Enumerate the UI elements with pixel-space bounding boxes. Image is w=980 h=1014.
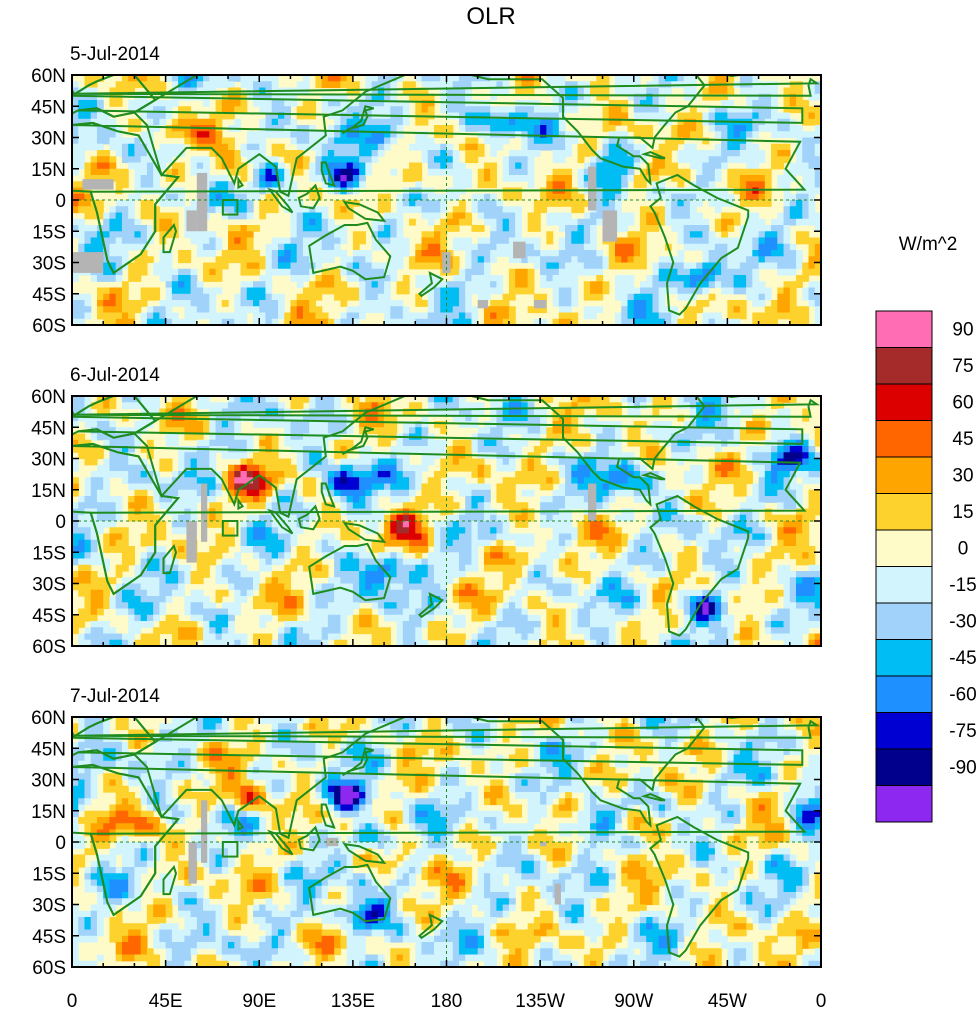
lat-tick-label: 0 xyxy=(55,191,66,212)
lat-tick-label: 15S xyxy=(32,543,66,564)
colorbar-swatch xyxy=(875,566,933,604)
lat-tick-label: 15N xyxy=(31,802,66,823)
lat-tick-label: 30N xyxy=(31,129,66,150)
colorbar: 90 75 60 45 30 15 0 -15 -30 -45 -60 -75 -90 xyxy=(875,310,977,823)
colorbar-level-label: -15 xyxy=(949,575,976,596)
panel-date-2: 6-Jul-2014 xyxy=(70,365,160,386)
lon-tick-label: 135W xyxy=(515,991,565,1012)
lat-tick-label: 30N xyxy=(31,771,66,792)
lat-tick-label: 0 xyxy=(55,833,66,854)
colorbar-swatch xyxy=(875,748,933,786)
lon-tick-label: 45W xyxy=(708,991,747,1012)
colorbar-level-label: -75 xyxy=(949,721,976,742)
colorbar-swatch xyxy=(875,675,933,713)
colorbar-swatch xyxy=(875,529,933,567)
lat-tick-label: 30S xyxy=(32,575,66,596)
lat-tick-label: 60S xyxy=(32,637,66,658)
lat-tick-label: 60S xyxy=(32,958,66,979)
lat-tick-label: 60N xyxy=(31,66,66,87)
olr-field-2 xyxy=(72,396,821,646)
lat-tick-label: 45S xyxy=(32,285,66,306)
colorbar-swatch xyxy=(875,347,933,385)
lat-tick-label: 45N xyxy=(31,97,66,118)
lat-tick-label: 15N xyxy=(31,481,66,502)
colorbar-level-label: -60 xyxy=(949,685,976,706)
colorbar-level-label: -45 xyxy=(949,648,976,669)
lat-tick-label: 60N xyxy=(31,708,66,729)
colorbar-swatch xyxy=(875,456,933,494)
olr-field-3 xyxy=(72,717,821,967)
lon-tick-label: 0 xyxy=(67,991,78,1012)
lon-tick-label: 180 xyxy=(431,991,463,1012)
lat-tick-label: 30S xyxy=(32,254,66,275)
panel-date-1: 5-Jul-2014 xyxy=(70,44,160,65)
colorbar-swatch xyxy=(875,639,933,677)
lon-tick-label: 90E xyxy=(242,991,276,1012)
colorbar-swatch xyxy=(875,785,933,823)
lat-tick-label: 45N xyxy=(31,418,66,439)
units-label: W/m^2 xyxy=(899,234,958,255)
colorbar-swatch xyxy=(875,493,933,531)
lat-tick-label: 45S xyxy=(32,606,66,627)
colorbar-swatch xyxy=(875,712,933,750)
colorbar-level-label: 0 xyxy=(958,539,969,560)
colorbar-level-label: -90 xyxy=(949,758,976,779)
colorbar-swatch xyxy=(875,420,933,458)
olr-field-1 xyxy=(72,75,821,325)
colorbar-level-label: -30 xyxy=(949,612,976,633)
lat-tick-label: 60S xyxy=(32,316,66,337)
lat-tick-label: 0 xyxy=(55,512,66,533)
colorbar-swatch xyxy=(875,310,933,348)
lat-tick-label: 45S xyxy=(32,927,66,948)
lat-tick-label: 15S xyxy=(32,864,66,885)
colorbar-level-label: 60 xyxy=(952,393,973,414)
lon-tick-label: 135E xyxy=(331,991,375,1012)
lon-tick-label: 45E xyxy=(149,991,183,1012)
lon-tick-label: 90W xyxy=(614,991,653,1012)
lon-tick-label: 0 xyxy=(816,991,827,1012)
lat-tick-label: 15N xyxy=(31,160,66,181)
colorbar-level-label: 90 xyxy=(952,320,973,341)
lat-tick-label: 15S xyxy=(32,222,66,243)
colorbar-swatch xyxy=(875,383,933,421)
lat-tick-label: 60N xyxy=(31,387,66,408)
colorbar-level-label: 45 xyxy=(952,429,973,450)
colorbar-level-label: 75 xyxy=(952,356,973,377)
colorbar-level-label: 15 xyxy=(952,502,973,523)
colorbar-swatch xyxy=(875,602,933,640)
colorbar-level-label: 30 xyxy=(952,466,973,487)
lat-tick-label: 30S xyxy=(32,896,66,917)
panel-date-3: 7-Jul-2014 xyxy=(70,686,160,707)
chart-title: OLR xyxy=(466,3,515,30)
lat-tick-label: 30N xyxy=(31,450,66,471)
lat-tick-label: 45N xyxy=(31,739,66,760)
